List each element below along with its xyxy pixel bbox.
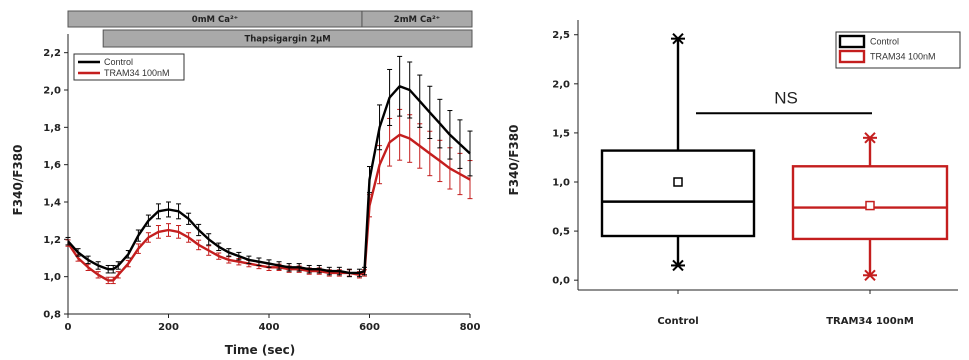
category-label-0: Control: [657, 316, 698, 327]
legend-label-0: Control: [870, 37, 899, 47]
box-plot-chart: 0,0 0,5 1,0 1,5 2,0 2,5 Control TRAM34 100nM F…: [507, 20, 961, 327]
time-course-x-tick-label-1: 200: [158, 322, 179, 333]
marker-stroke: [864, 269, 876, 281]
condition-bar-label-1: 2mM Ca²⁺: [394, 15, 440, 25]
time-course-x-tick-label-2: 400: [259, 322, 280, 333]
time-course-y-tick-labels: 0,8 1,0 1,2 1,4 1,6 1,8 2,0 2,2: [43, 48, 61, 320]
time-course-y-tick-label-0: 0,8: [43, 310, 61, 321]
max-marker: [863, 132, 877, 144]
box-plot-y-tick-label-3: 1,5: [552, 128, 570, 139]
box-plot-legend: Control TRAM34 100nM: [835, 31, 961, 69]
min-marker: [863, 269, 877, 281]
iqr-box: [600, 149, 756, 238]
time-course-y-tick-label-6: 2,0: [43, 86, 61, 97]
box-plot-y-tick-label-0: 0,0: [552, 276, 570, 287]
mean-marker: [673, 177, 683, 187]
max-marker: [671, 32, 685, 45]
time-course-y-tick-label-3: 1,4: [43, 198, 61, 209]
marker-stroke: [672, 259, 684, 272]
marker-stroke: [672, 32, 684, 45]
marker-stroke: [864, 132, 876, 144]
time-course-y-axis-title: F340/F380: [11, 145, 25, 216]
condition-bars: 0mM Ca²⁺ 2mM Ca²⁺ Thapsigargin 2µM: [67, 10, 473, 48]
ns-label: NS: [774, 88, 798, 107]
box-plot-category-labels: Control TRAM34 100nM: [657, 316, 913, 327]
time-course-chart: 0mM Ca²⁺ 2mM Ca²⁺ Thapsigargin 2µM 0,8 1,0 1…: [11, 10, 481, 357]
time-course-x-axis-title: Time (sec): [225, 343, 295, 357]
box-plot-y-tick-label-4: 2,0: [552, 79, 570, 90]
time-course-x-tick-labels: 0 200 400 600 800: [65, 322, 481, 333]
condition-bar-label-2: Thapsigargin 2µM: [244, 35, 330, 45]
box-plot-y-tick-label-5: 2,5: [552, 30, 570, 41]
box-plot-boxes: [600, 32, 949, 281]
time-course-y-tick-label-2: 1,2: [43, 235, 61, 246]
min-marker: [671, 259, 685, 272]
series-line: [67, 85, 471, 275]
box-plot-y-tick-label-1: 0,5: [552, 227, 570, 238]
condition-bar-label-0: 0mM Ca²⁺: [192, 15, 238, 25]
time-course-x-tick-label-0: 0: [65, 322, 72, 333]
time-course-y-tick-label-4: 1,6: [43, 160, 61, 171]
category-label-1: TRAM34 100nM: [826, 316, 914, 327]
legend-label-1: TRAM34 100nM: [870, 52, 936, 62]
time-course-x-tick-label-3: 600: [359, 322, 380, 333]
legend-label-0: Control: [104, 57, 133, 67]
box-plot-y-tick-labels: 0,0 0,5 1,0 1,5 2,0 2,5: [552, 30, 570, 286]
box-plot-axes: [574, 20, 958, 294]
box-plot-y-tick-label-2: 1,0: [552, 178, 570, 189]
time-course-y-tick-label-1: 1,0: [43, 272, 61, 283]
time-course-x-tick-label-4: 800: [460, 322, 481, 333]
condition-bar-1: [361, 10, 473, 28]
time-course-y-tick-label-5: 1,8: [43, 123, 61, 134]
box-plot-y-axis-title: F340/F380: [507, 125, 521, 196]
legend-swatch-0: [838, 34, 866, 49]
mean-marker: [865, 200, 875, 211]
time-course-y-tick-label-7: 2,2: [43, 48, 61, 59]
time-course-series: [65, 55, 473, 285]
box-control: [600, 32, 756, 272]
time-course-axes: [64, 34, 471, 318]
condition-bar-2: [102, 29, 473, 48]
time-course-legend-box: [73, 53, 185, 81]
legend-swatch-1: [838, 49, 866, 64]
series-control: [65, 55, 473, 278]
box-tram34: [791, 132, 949, 281]
ns-annotation: NS: [696, 88, 872, 115]
legend-label-1: TRAM34 100nM: [104, 68, 170, 78]
